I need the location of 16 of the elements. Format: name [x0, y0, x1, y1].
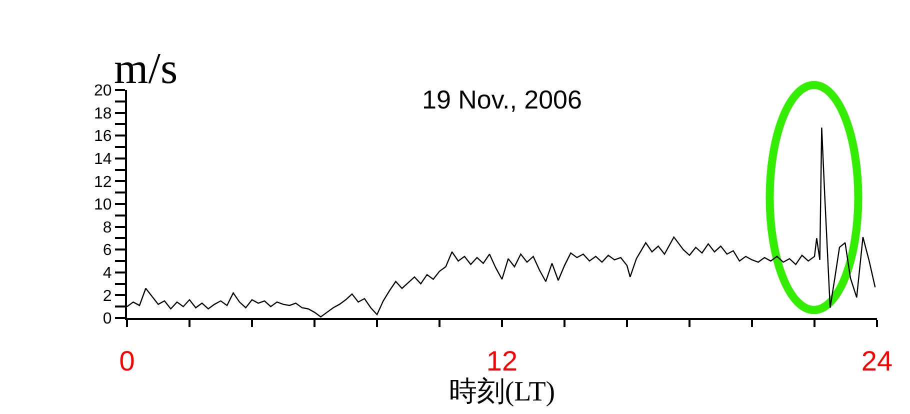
y-tick-label: 8 [102, 219, 112, 236]
y-tick-label: 10 [94, 196, 112, 214]
x-axis-title: 時刻(LT) [448, 376, 556, 408]
y-tick-label: 12 [94, 174, 112, 191]
y-tick-label: 20 [94, 82, 112, 100]
y-tick-label: 0 [102, 310, 112, 328]
y-tick-label: 14 [94, 151, 112, 168]
y-tick-label: 18 [94, 105, 112, 122]
x-tick-label: 12 [486, 346, 518, 377]
y-tick-label: 6 [102, 242, 112, 260]
y-tick-label: 4 [102, 265, 112, 282]
y-axis-title: m/s [114, 44, 178, 93]
y-tick-label: 16 [94, 128, 112, 146]
x-tick-label: 24 [861, 346, 893, 377]
chart-title: 19 Nov., 2006 [422, 84, 582, 114]
y-tick-label: 2 [102, 288, 112, 305]
